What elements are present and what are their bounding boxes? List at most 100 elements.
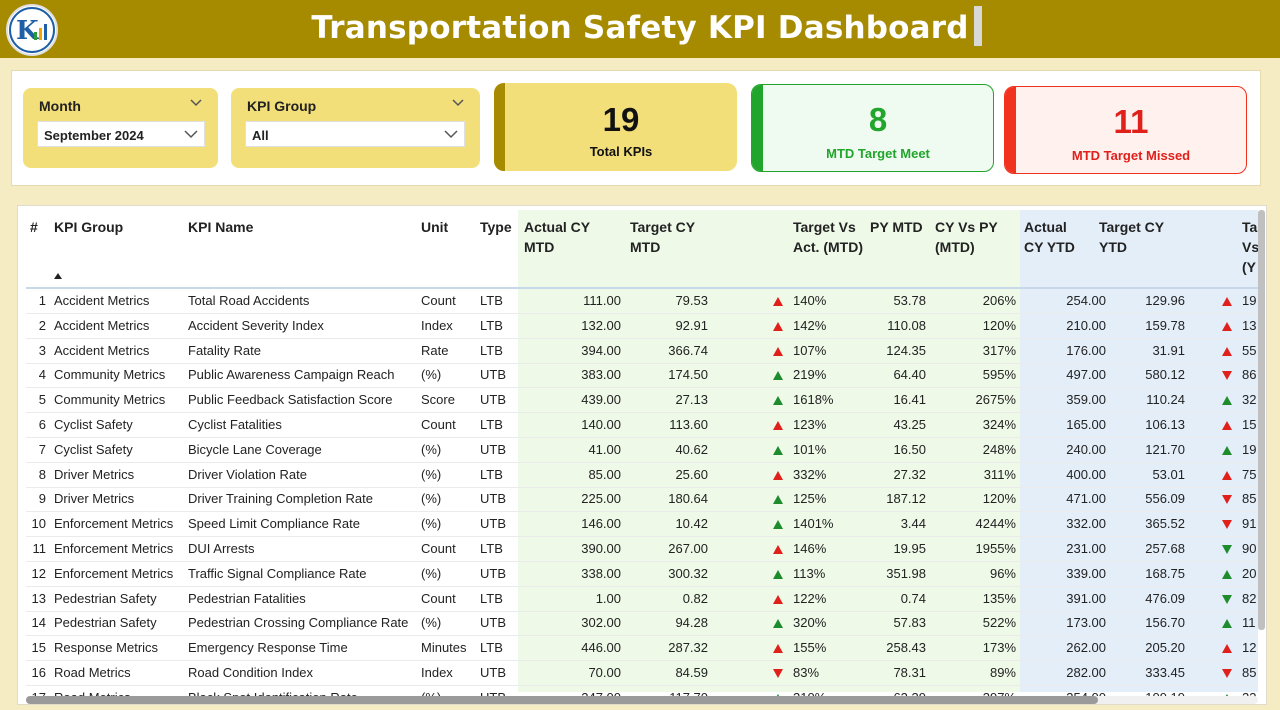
col-header-target-mtd[interactable]: Target CY MTD — [630, 219, 695, 255]
horizontal-scrollbar-thumb[interactable] — [26, 696, 1098, 704]
cell-cy-vs-py-mtd: 311% — [983, 466, 1016, 482]
cell-target-mtd: 0.82 — [682, 590, 708, 606]
cell-actual-mtd: 41.00 — [588, 441, 621, 457]
cell-target-vs-act-mtd: 107% — [793, 342, 827, 358]
vertical-scrollbar[interactable] — [1258, 210, 1265, 630]
triangle-up-icon — [773, 520, 783, 530]
cell-kpi-group: Accident Metrics — [54, 317, 150, 333]
cell-py-mtd: 110.08 — [887, 317, 926, 333]
cell-unit: Count — [421, 417, 456, 432]
cell-type: UTB — [480, 392, 506, 408]
triangle-up-icon — [773, 594, 783, 604]
cell-target-vs-act-ytd: 32 — [1242, 392, 1257, 408]
cell-num: 1 — [38, 293, 46, 308]
cell-actual-mtd: 85.00 — [588, 466, 621, 482]
table-row[interactable]: 4 Community Metrics Public Awareness Campa… — [26, 363, 1258, 389]
cell-kpi-name: Fatality Rate — [188, 342, 261, 358]
month-slicer: Month September 2024 — [23, 88, 218, 168]
table-row[interactable]: 5 Community Metrics Public Feedback Satisf… — [26, 388, 1258, 414]
table-row[interactable]: 7 Cyclist Safety Bicycle Lane Coverage (%) U… — [26, 438, 1258, 463]
col-header-kpi-name[interactable]: KPI Name — [188, 219, 254, 235]
table-row[interactable]: 1 Accident Metrics Total Road Accidents Cou… — [26, 289, 1258, 314]
cell-actual-mtd: 394.00 — [581, 342, 621, 358]
cell-target-mtd: 27.13 — [675, 392, 708, 408]
triangle-up-icon — [773, 396, 783, 406]
cell-target-vs-act-ytd: 86 — [1242, 367, 1257, 383]
triangle-up-icon — [1222, 644, 1232, 654]
cell-cy-vs-py-mtd: 324% — [982, 417, 1016, 432]
table-row[interactable]: 10 Enforcement Metrics Speed Limit Complia… — [26, 512, 1258, 538]
cell-target-vs-act-ytd: 91 — [1242, 516, 1257, 532]
cell-unit: (%) — [421, 565, 442, 581]
cell-actual-ytd: 165.00 — [1066, 417, 1106, 432]
cell-kpi-group: Cyclist Safety — [54, 417, 133, 432]
table-row[interactable]: 12 Enforcement Metrics Traffic Signal Comp… — [26, 562, 1258, 587]
cell-type: UTB — [480, 367, 506, 383]
cell-actual-ytd: 254.00 — [1066, 293, 1106, 308]
col-header-type[interactable]: Type — [480, 219, 512, 235]
cell-num: 9 — [38, 491, 46, 507]
cell-py-mtd: 19.95 — [893, 541, 926, 556]
cell-py-mtd: 16.41 — [893, 392, 926, 408]
kpi-group-slicer-label: KPI Group — [247, 98, 317, 114]
cell-target-vs-act-ytd: 15 — [1242, 417, 1257, 432]
table-row[interactable]: 9 Driver Metrics Driver Training Completio… — [26, 487, 1258, 513]
cell-target-vs-act-ytd: 85 — [1242, 491, 1257, 507]
table-row[interactable]: 13 Pedestrian Safety Pedestrian Fatalities… — [26, 587, 1258, 612]
ytd-column-band — [1020, 210, 1258, 692]
cell-target-ytd: 121.70 — [1145, 441, 1185, 457]
col-header-target-vs-act-mtd[interactable]: Target Vs Act. (MTD) — [793, 219, 863, 255]
triangle-up-icon — [1222, 470, 1232, 480]
chevron-down-icon — [444, 130, 458, 139]
cell-target-mtd: 366.74 — [668, 342, 708, 358]
col-header-kpi-group[interactable]: KPI Group — [54, 219, 124, 235]
col-header-cy-vs-py-mtd[interactable]: CY Vs PY (MTD) — [935, 219, 998, 255]
cell-target-ytd: 205.20 — [1145, 640, 1185, 656]
kpi-group-dropdown[interactable]: All — [245, 121, 465, 147]
col-header-target-ytd[interactable]: Target CY YTD — [1099, 219, 1164, 255]
triangle-up-icon — [1222, 346, 1232, 356]
col-header-num[interactable]: # — [30, 219, 38, 235]
cell-target-mtd: 174.50 — [668, 367, 708, 383]
svg-text:K: K — [16, 16, 40, 46]
chevron-down-icon[interactable] — [190, 98, 202, 108]
table-row[interactable]: 16 Road Metrics Road Condition Index Index U… — [26, 661, 1258, 686]
cell-py-mtd: 258.43 — [886, 640, 926, 656]
chevron-down-icon — [184, 130, 198, 139]
table-row[interactable]: 11 Enforcement Metrics DUI Arrests Count LTB… — [26, 537, 1258, 562]
company-logo: K — [6, 4, 58, 56]
table-row[interactable]: 8 Driver Metrics Driver Violation Rate (%) L… — [26, 463, 1258, 488]
target-meet-label: MTD Target Meet — [826, 146, 930, 161]
cell-target-ytd: 31.91 — [1152, 342, 1185, 358]
cell-type: LTB — [480, 317, 503, 333]
horizontal-scrollbar[interactable] — [26, 696, 1258, 704]
table-row[interactable]: 15 Response Metrics Emergency Response Tim… — [26, 636, 1258, 662]
cell-target-vs-act-mtd: 155% — [793, 640, 827, 656]
table-row[interactable]: 14 Pedestrian Safety Pedestrian Crossing C… — [26, 611, 1258, 637]
cell-target-vs-act-ytd: 12 — [1242, 640, 1257, 656]
triangle-up-icon — [773, 445, 783, 455]
cell-type: UTB — [480, 516, 506, 532]
sort-ascending-icon[interactable] — [54, 273, 62, 279]
col-header-target-vs-act-ytd[interactable]: Target Vs (Y — [1242, 219, 1262, 275]
table-row[interactable]: 6 Cyclist Safety Cyclist Fatalities Count LT… — [26, 413, 1258, 438]
cell-target-mtd: 287.32 — [668, 640, 708, 656]
cell-cy-vs-py-mtd: 1955% — [975, 541, 1016, 556]
cell-target-vs-act-mtd: 1618% — [793, 392, 834, 408]
cell-unit: Count — [421, 590, 456, 606]
cell-target-mtd: 300.32 — [668, 565, 708, 581]
chevron-down-icon[interactable] — [452, 98, 464, 108]
table-row[interactable]: 3 Accident Metrics Fatality Rate Rate LTB 394… — [26, 339, 1258, 364]
col-header-py-mtd[interactable]: PY MTD — [870, 219, 923, 235]
month-dropdown[interactable]: September 2024 — [37, 121, 205, 147]
cell-unit: Score — [421, 392, 455, 408]
cell-unit: (%) — [421, 441, 442, 457]
target-missed-card: 11 MTD Target Missed — [1004, 86, 1247, 174]
header-divider — [26, 287, 1258, 289]
col-header-actual-mtd[interactable]: Actual CY MTD — [524, 219, 590, 255]
mtd-column-band — [518, 210, 1020, 692]
col-header-unit[interactable]: Unit — [421, 219, 449, 235]
cell-unit: Minutes — [421, 640, 467, 656]
col-header-actual-ytd[interactable]: Actual CY YTD — [1024, 219, 1075, 255]
table-row[interactable]: 2 Accident Metrics Accident Severity Index… — [26, 314, 1258, 339]
